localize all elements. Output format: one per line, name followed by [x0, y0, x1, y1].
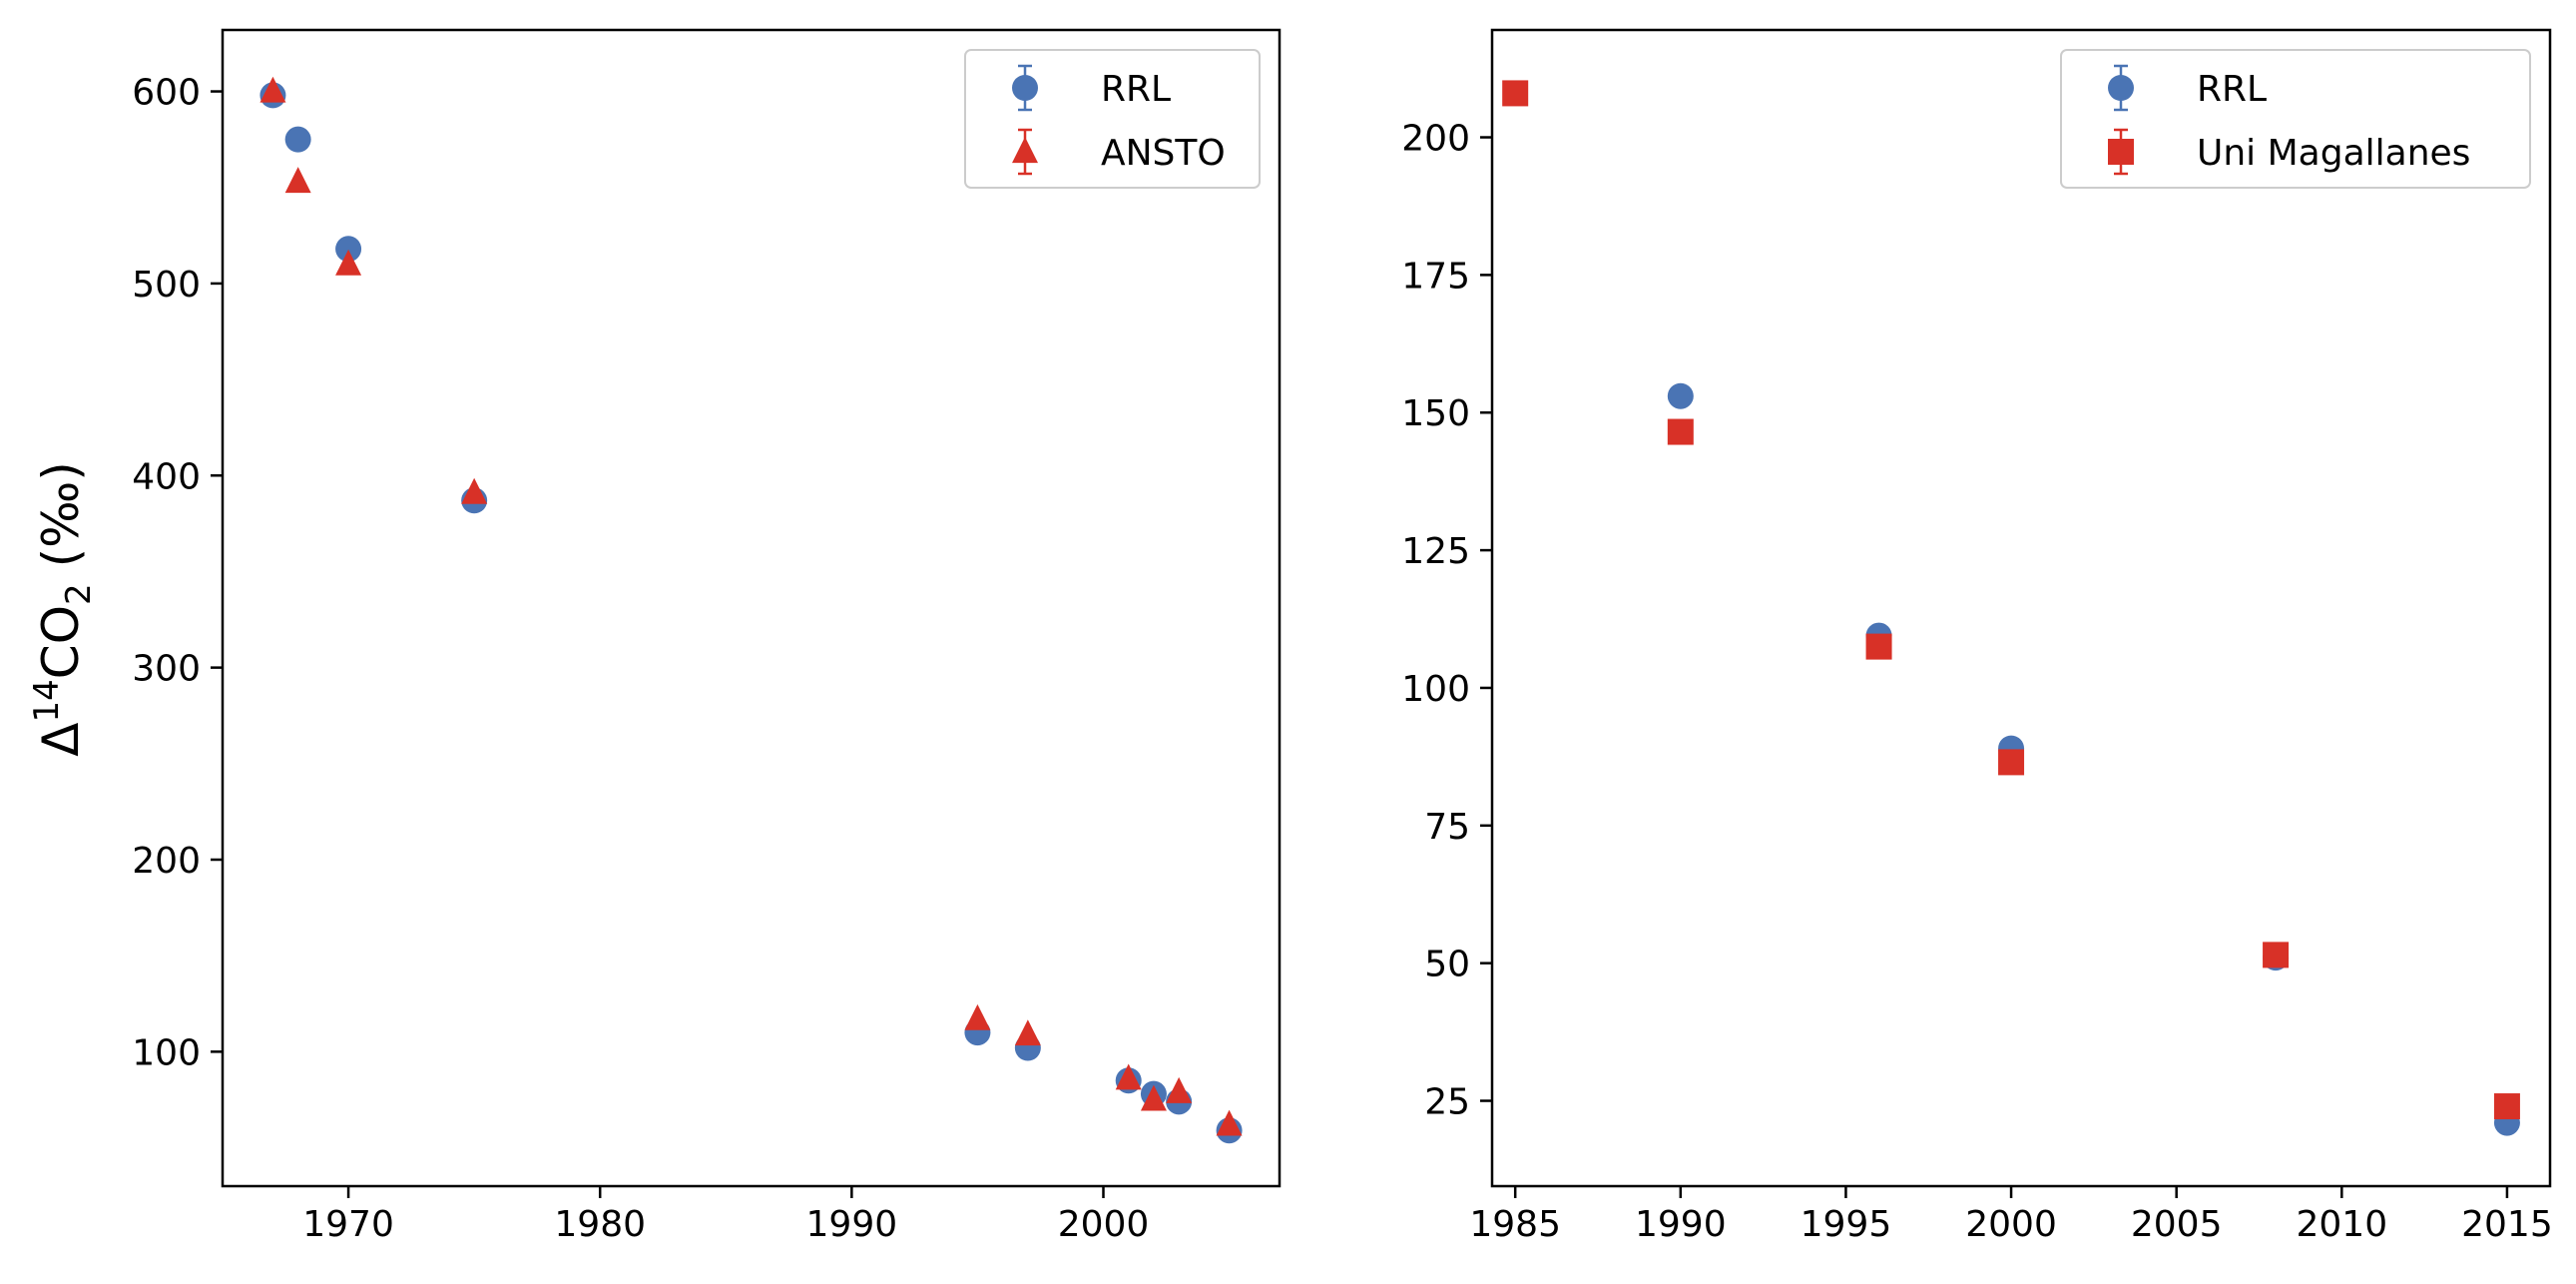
y-label-prefix: Δ	[32, 722, 90, 756]
data-point	[964, 1003, 991, 1030]
y-label-main: CO	[32, 605, 90, 679]
data-point	[335, 236, 362, 263]
y-tick-label: 25	[1424, 1082, 1470, 1123]
data-point	[284, 167, 311, 194]
x-tick-label: 2010	[2297, 1204, 2388, 1245]
data-point	[335, 249, 362, 276]
legend-entry: Uni Magallanes	[2108, 128, 2470, 176]
legend-box	[964, 49, 1261, 189]
legend: RRL ANSTO	[964, 49, 1261, 189]
legend-entry: RRL	[1012, 64, 1171, 112]
x-tick-label: 2000	[1058, 1204, 1150, 1245]
y-label-superscript: 14	[27, 679, 67, 722]
legend-marker	[1012, 137, 1038, 164]
y-tick-label: 150	[1401, 393, 1470, 434]
legend-entry: RRL	[2108, 64, 2267, 112]
legend-entry: ANSTO	[1012, 128, 1226, 176]
x-tick-label: 1990	[806, 1204, 898, 1245]
y-tick-label: 100	[132, 1032, 201, 1073]
legend-marker	[2108, 139, 2134, 165]
y-label-suffix: (‰)	[32, 461, 90, 583]
y-axis-label: Δ14CO2 (‰)	[27, 461, 99, 756]
data-point	[1865, 633, 1892, 660]
y-tick-label: 200	[132, 841, 201, 882]
data-point	[1166, 1076, 1193, 1103]
y-tick-label: 400	[132, 456, 201, 497]
x-tick-label: 2000	[1965, 1204, 2057, 1245]
legend-box	[2060, 49, 2531, 189]
y-tick-label: 600	[132, 73, 201, 114]
left-chart-panel: 1970 1980 1990 2000 100 200 300 400 500 600 RRL ANS…	[132, 28, 1282, 1245]
data-point	[461, 477, 488, 504]
x-tick-label: 1995	[1801, 1204, 1892, 1245]
y-tick-label: 100	[1401, 669, 1470, 710]
y-tick-label: 50	[1424, 945, 1470, 985]
data-point	[1115, 1063, 1142, 1090]
data-point	[1667, 382, 1694, 409]
series-uni-magallanes	[1502, 80, 2520, 1120]
data-point	[2493, 1093, 2520, 1120]
y-tick-label: 300	[132, 649, 201, 690]
legend-marker	[2108, 75, 2134, 101]
legend-label: Uni Magallanes	[2197, 133, 2470, 174]
axes-frame	[1490, 28, 2552, 1188]
y-tick-label: 125	[1401, 531, 1470, 572]
legend-marker	[1012, 75, 1038, 101]
data-point	[1667, 418, 1694, 445]
axes-frame	[221, 28, 1282, 1188]
legend-label: ANSTO	[1101, 133, 1226, 174]
data-point	[1140, 1084, 1167, 1111]
series-ansto	[259, 76, 1243, 1136]
data-point	[1502, 80, 1529, 107]
legend: RRL Uni Magallanes	[2060, 49, 2531, 189]
x-tick-label: 2015	[2461, 1204, 2553, 1245]
data-point	[259, 76, 286, 103]
data-point	[1216, 1109, 1243, 1136]
legend-label: RRL	[2197, 69, 2267, 110]
legend-label: RRL	[1101, 69, 1171, 110]
data-point	[1998, 749, 2025, 776]
y-tick-label: 75	[1424, 807, 1470, 848]
y-tick-label: 175	[1401, 256, 1470, 297]
x-tick-label: 1970	[302, 1204, 394, 1245]
x-tick-label: 2005	[2131, 1204, 2223, 1245]
y-label-subscript: 2	[59, 583, 99, 605]
x-tick-label: 1985	[1469, 1204, 1561, 1245]
data-point	[2263, 942, 2290, 968]
y-tick-label: 500	[132, 265, 201, 306]
data-point	[284, 126, 311, 153]
x-tick-label: 1990	[1635, 1204, 1727, 1245]
y-tick-label: 200	[1401, 119, 1470, 160]
right-chart-panel: 1985 1990 1995 2000 2005 2010 2015 25 50 75 100 125…	[1401, 28, 2553, 1245]
x-tick-label: 1980	[554, 1204, 646, 1245]
data-point	[1014, 1019, 1041, 1046]
